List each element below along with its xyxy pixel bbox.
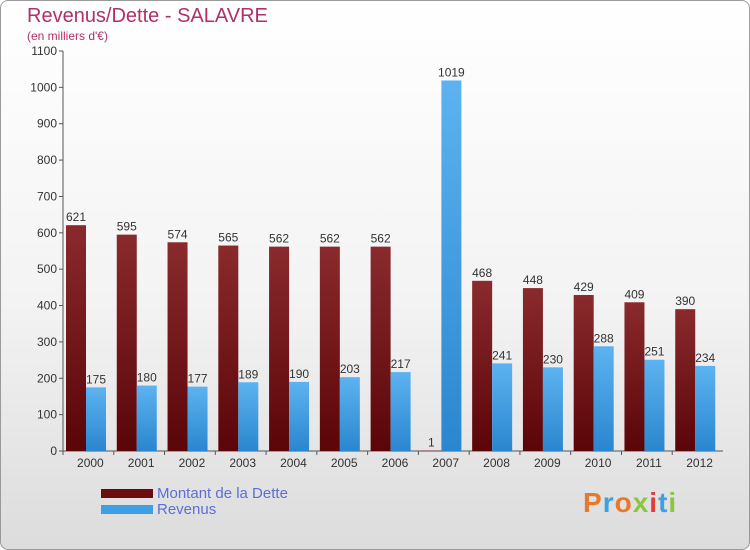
y-tick-label: 0 bbox=[50, 444, 57, 458]
bar-dette bbox=[218, 245, 239, 451]
x-tick-label: 2001 bbox=[128, 456, 155, 470]
data-label-dette: 565 bbox=[218, 231, 238, 245]
logo-letter: t bbox=[658, 487, 669, 518]
x-tick-label: 2002 bbox=[179, 456, 206, 470]
data-label-revenus: 177 bbox=[188, 372, 208, 386]
data-label-revenus: 288 bbox=[594, 331, 614, 345]
legend-label-revenus: Revenus bbox=[157, 501, 217, 518]
x-tick-label: 2005 bbox=[331, 456, 358, 470]
bar-revenus bbox=[492, 363, 513, 451]
bar-dette bbox=[675, 309, 696, 451]
y-tick-label: 300 bbox=[37, 335, 57, 349]
y-tick-label: 1000 bbox=[30, 80, 57, 94]
data-label-dette: 562 bbox=[320, 232, 340, 246]
data-label-revenus: 203 bbox=[340, 362, 360, 376]
bar-dette bbox=[269, 246, 290, 451]
chart-subtitle: (en milliers d'€) bbox=[27, 29, 108, 43]
data-label-dette: 468 bbox=[472, 266, 492, 280]
y-tick-label: 600 bbox=[37, 226, 57, 240]
bar-revenus bbox=[86, 387, 106, 451]
legend-label-dette: Montant de la Dette bbox=[157, 485, 288, 502]
x-tick-label: 2012 bbox=[686, 456, 713, 470]
data-label-dette: 621 bbox=[66, 210, 86, 224]
x-tick-label: 2003 bbox=[229, 456, 256, 470]
legend-swatch-revenus bbox=[101, 505, 153, 514]
data-label-revenus: 217 bbox=[391, 357, 411, 371]
logo-letter: o bbox=[614, 487, 633, 518]
bar-dette bbox=[66, 225, 86, 451]
bar-dette bbox=[624, 302, 645, 451]
y-tick-label: 500 bbox=[37, 262, 57, 276]
x-tick-label: 2010 bbox=[585, 456, 612, 470]
data-label-revenus: 180 bbox=[137, 371, 157, 385]
x-tick-label: 2008 bbox=[483, 456, 510, 470]
y-tick-label: 400 bbox=[37, 299, 57, 313]
data-label-revenus: 230 bbox=[543, 352, 563, 366]
data-label-revenus: 1019 bbox=[438, 65, 465, 79]
logo-letter: x bbox=[632, 487, 650, 518]
data-label-dette: 562 bbox=[371, 232, 391, 246]
data-label-dette: 429 bbox=[574, 280, 594, 294]
data-label-dette: 562 bbox=[269, 232, 289, 246]
bar-dette bbox=[116, 234, 137, 451]
bar-revenus bbox=[187, 386, 208, 451]
data-label-revenus: 251 bbox=[644, 345, 664, 359]
data-label-dette: 409 bbox=[624, 287, 644, 301]
bar-dette bbox=[319, 246, 340, 451]
x-tick-label: 2009 bbox=[534, 456, 561, 470]
value-labels: 621 175 595 180 574 177 565 189 562 190 562 203 562 2… bbox=[66, 65, 716, 449]
bar-revenus bbox=[441, 80, 462, 452]
bar-revenus bbox=[390, 372, 411, 451]
data-label-revenus: 175 bbox=[86, 372, 106, 386]
x-tick-label: 2004 bbox=[280, 456, 307, 470]
x-tick-label: 2011 bbox=[636, 456, 662, 470]
data-label-revenus: 234 bbox=[695, 351, 715, 365]
data-label-dette: 595 bbox=[117, 220, 137, 234]
x-tick-label: 2000 bbox=[77, 456, 104, 470]
data-label-dette: 574 bbox=[168, 227, 188, 241]
bar-revenus bbox=[289, 381, 310, 451]
bar-revenus bbox=[695, 365, 716, 451]
logo-letter: r bbox=[602, 487, 615, 518]
bar-revenus bbox=[644, 359, 665, 451]
bar-revenus bbox=[593, 346, 614, 451]
bar-dette bbox=[167, 242, 188, 451]
data-label-revenus: 241 bbox=[492, 348, 512, 362]
bar-revenus bbox=[238, 382, 259, 451]
bar-dette bbox=[370, 246, 391, 451]
y-tick-label: 700 bbox=[37, 189, 57, 203]
x-tick-label: 2006 bbox=[382, 456, 409, 470]
bars bbox=[66, 80, 716, 452]
y-tick-label: 200 bbox=[37, 371, 57, 385]
legend-swatch-dette bbox=[101, 489, 153, 498]
y-tick-label: 100 bbox=[37, 408, 57, 422]
chart-title: Revenus/Dette - SALAVRE bbox=[27, 5, 268, 27]
bar-revenus bbox=[542, 367, 563, 451]
logo-letter: i bbox=[649, 487, 659, 518]
y-tick-label: 800 bbox=[37, 153, 57, 167]
logo-letter: P bbox=[583, 487, 603, 518]
bar-dette bbox=[421, 450, 442, 452]
proxiti-logo: Proxiti bbox=[583, 487, 677, 519]
y-tick-label: 900 bbox=[37, 117, 57, 131]
bar-dette bbox=[472, 280, 493, 451]
x-tick-label: 2007 bbox=[432, 456, 459, 470]
bar-revenus bbox=[339, 377, 360, 451]
data-label-dette: 448 bbox=[523, 273, 543, 287]
bar-revenus bbox=[136, 385, 157, 451]
data-label-dette: 390 bbox=[675, 294, 695, 308]
data-label-dette: 1 bbox=[428, 436, 435, 450]
bar-dette bbox=[573, 295, 594, 451]
data-label-revenus: 189 bbox=[238, 367, 258, 381]
bar-dette bbox=[522, 288, 543, 451]
logo-letter: i bbox=[668, 487, 678, 518]
y-tick-label: 1100 bbox=[31, 44, 57, 58]
data-label-revenus: 190 bbox=[289, 367, 309, 381]
